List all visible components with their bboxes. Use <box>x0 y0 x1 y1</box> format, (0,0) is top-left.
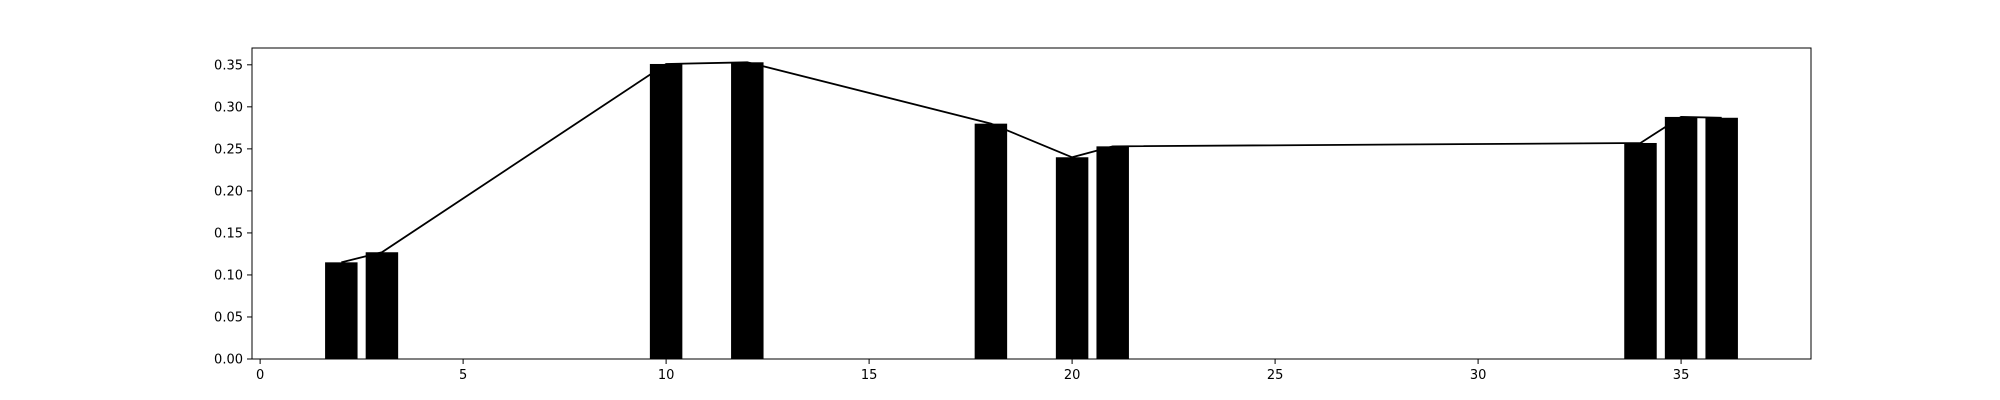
y-tick-label: 0.15 <box>214 226 243 241</box>
x-tick-label: 25 <box>1267 368 1284 383</box>
bar-x-10 <box>649 63 683 359</box>
bar-x-12 <box>731 62 764 360</box>
y-tick-label: 0.00 <box>214 353 243 368</box>
series-line <box>341 61 1722 264</box>
bar-x-3 <box>365 252 399 359</box>
y-tick-label: 0.25 <box>214 142 243 157</box>
line-layer <box>341 61 1722 264</box>
x-tick-label: 5 <box>459 368 467 383</box>
bar-x-21 <box>1096 146 1129 359</box>
x-tick-label: 10 <box>658 368 675 383</box>
plot-frame <box>251 47 1812 360</box>
x-tick-label: 35 <box>1673 368 1690 383</box>
x-axis: 0 5 10 15 20 25 30 35 <box>256 359 1689 383</box>
y-tick-label: 0.35 <box>214 58 243 73</box>
bar-x-20 <box>1055 157 1089 359</box>
bar-x-18 <box>974 123 1008 359</box>
x-tick-label: 20 <box>1064 368 1081 383</box>
x-tick-label: 0 <box>256 368 264 383</box>
bars-layer <box>325 62 1738 360</box>
bar-x-34 <box>1624 142 1657 359</box>
y-tick-label: 0.10 <box>214 268 243 283</box>
y-tick-label: 0.05 <box>214 310 243 325</box>
x-tick-label: 15 <box>861 368 878 383</box>
bar-x-35 <box>1664 116 1698 360</box>
y-tick-label: 0.30 <box>214 100 243 115</box>
x-tick-label: 30 <box>1470 368 1487 383</box>
y-tick-label: 0.20 <box>214 184 243 199</box>
bar-x-36 <box>1705 117 1738 359</box>
y-axis: 0.00 0.05 0.10 0.15 0.20 0.25 0.30 0.35 <box>214 58 252 368</box>
bar-x-2 <box>325 262 358 359</box>
